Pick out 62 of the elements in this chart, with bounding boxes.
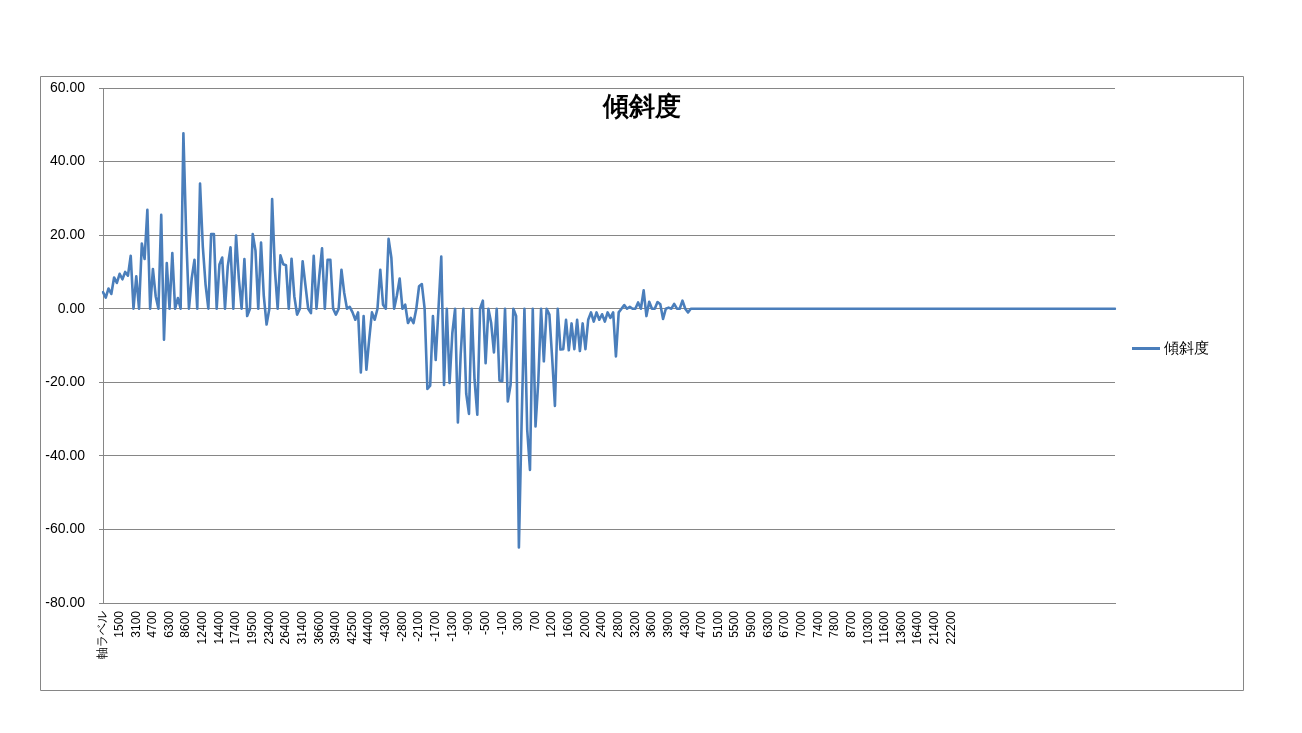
x-tick-label: -900 (461, 610, 476, 636)
x-tick-label: 1200 (544, 610, 559, 638)
x-tick-label: 6300 (760, 610, 775, 638)
x-tick-label: 21400 (927, 610, 942, 645)
x-tick-label: 5900 (744, 610, 759, 638)
x-tick-label: 700 (527, 610, 542, 632)
x-tick-label: 10300 (860, 610, 875, 645)
x-tick-label: 13600 (893, 610, 908, 645)
x-tick-label: 42500 (344, 610, 359, 645)
x-tick-label: -500 (477, 610, 492, 636)
x-tick-label: 3900 (660, 610, 675, 638)
x-tick-label: 26400 (278, 610, 293, 645)
y-tick-label: -80.00 (45, 593, 86, 610)
x-tick-label: -4300 (378, 610, 393, 642)
x-tick-label: 31400 (294, 610, 309, 645)
x-tick-label: 5500 (727, 610, 742, 638)
x-tick-label: 6300 (161, 610, 176, 638)
x-tick-label: 4300 (677, 610, 692, 638)
x-tick-label: 4700 (694, 610, 709, 638)
x-tick-label: 19500 (245, 610, 260, 645)
x-tick-label: 11600 (877, 610, 892, 644)
y-tick-label: 20.00 (49, 226, 86, 242)
x-tick-label: 16400 (910, 610, 925, 645)
x-tick-label: 2000 (577, 610, 592, 638)
x-tick-label: 23400 (261, 610, 276, 645)
x-tick-label: 4700 (145, 610, 160, 638)
legend-label: 傾斜度 (1164, 338, 1209, 356)
x-tick-label: 8700 (843, 610, 858, 638)
x-tick-label: -1700 (428, 610, 443, 642)
y-tick-label: -20.00 (45, 373, 86, 390)
x-tick-label: 300 (511, 610, 526, 632)
x-tick-label: 8600 (178, 610, 193, 638)
x-tick-label: 3100 (128, 610, 143, 638)
x-tick-label: 軸ラベル (95, 611, 110, 659)
x-tick-label: 1600 (561, 610, 576, 638)
x-tick-label: 39400 (328, 610, 343, 645)
x-tick-label: -100 (494, 610, 509, 636)
x-tick-label: 1500 (111, 610, 126, 638)
x-tick-label: -1300 (444, 610, 459, 642)
x-tick-label: 5100 (710, 610, 725, 638)
y-tick-label: 60.00 (49, 78, 86, 95)
x-tick-label: 7000 (794, 610, 809, 638)
chart-title: 傾斜度 (601, 91, 681, 122)
x-tick-label: 3600 (644, 610, 659, 638)
x-tick-label: 7800 (827, 610, 842, 638)
x-tick-label: 14400 (211, 610, 226, 645)
x-tick-label: 2400 (594, 610, 609, 638)
x-tick-label: 3200 (627, 610, 642, 638)
x-tick-label: 17400 (228, 610, 243, 645)
x-tick-label: 6700 (777, 610, 792, 638)
y-tick-label: -40.00 (45, 446, 86, 463)
x-tick-label: 44400 (361, 610, 376, 645)
x-tick-label: -2800 (394, 610, 409, 642)
y-tick-label: -60.00 (45, 520, 86, 537)
x-tick-label: 36600 (311, 610, 326, 645)
x-tick-label: 22200 (943, 610, 958, 645)
y-tick-label: 40.00 (49, 152, 86, 169)
y-tick-label: 0.00 (57, 299, 86, 316)
x-tick-label: 2800 (611, 610, 626, 638)
x-tick-label: 12400 (195, 610, 210, 645)
x-tick-label: -2100 (411, 610, 426, 642)
x-tick-label: 7400 (810, 610, 825, 638)
